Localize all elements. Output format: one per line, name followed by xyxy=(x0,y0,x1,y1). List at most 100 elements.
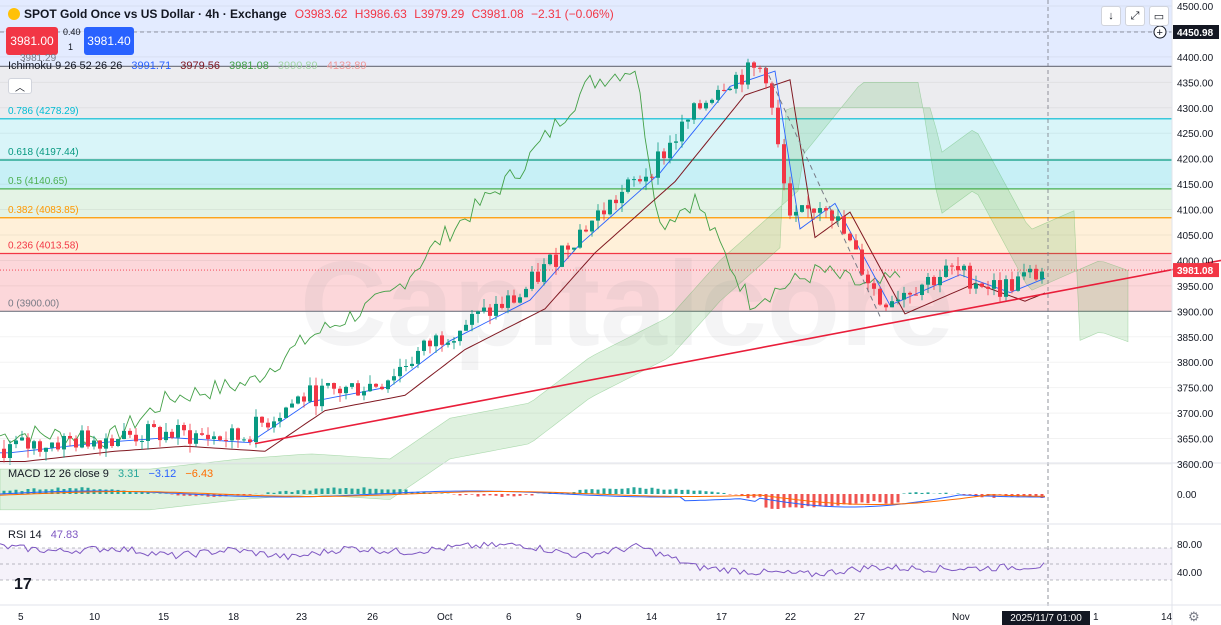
candle-body xyxy=(926,276,930,285)
sell-button[interactable]: 3981.00 xyxy=(6,27,58,55)
macd-bar xyxy=(146,492,150,494)
price-tick-label: 4400.00 xyxy=(1177,53,1214,64)
plus-icon: + xyxy=(1157,27,1163,39)
candle-body xyxy=(638,179,642,182)
candle-body xyxy=(1016,276,1020,291)
symbol-title[interactable]: SPOT Gold Once vs US Dollar · 4h · Excha… xyxy=(24,7,287,21)
candle-body xyxy=(968,265,972,289)
order-quantity[interactable]: 1 xyxy=(68,42,74,52)
macd-bar xyxy=(692,490,696,494)
candle-body xyxy=(836,216,840,221)
macd-bar xyxy=(56,487,60,494)
candle-body xyxy=(812,208,816,213)
candle-body xyxy=(200,433,204,435)
candle-body xyxy=(722,89,726,91)
ichimoku-value-4: 3990.89 xyxy=(277,60,318,72)
ichimoku-legend[interactable]: Ichimoku 9 26 52 26 26 3991.71 3979.56 3… xyxy=(8,60,373,72)
candle-body xyxy=(272,421,276,428)
fib-label-0.618: 0.618 (4197.44) xyxy=(8,147,79,158)
candle-body xyxy=(176,424,180,438)
candle-body xyxy=(656,151,660,178)
candle-body xyxy=(218,436,222,440)
macd-bar xyxy=(494,494,498,496)
current-price-tag xyxy=(1173,263,1219,278)
macd-bar xyxy=(824,494,828,507)
candle-body xyxy=(974,283,978,289)
rsi-axis-label-40: 40.00 xyxy=(1177,568,1202,579)
candle-body xyxy=(818,208,822,213)
price-tick-label: 3950.00 xyxy=(1177,282,1214,293)
macd-bar xyxy=(296,490,300,494)
candle-body xyxy=(602,210,606,215)
candle-body xyxy=(380,386,384,390)
fib-band-0.382 xyxy=(0,217,1172,254)
macd-bar xyxy=(320,488,324,494)
macd-bar xyxy=(338,488,342,494)
chevron-up-icon: ︿ xyxy=(15,82,25,94)
collapse-legend-button[interactable]: ︿ xyxy=(8,78,32,94)
candle-body xyxy=(254,416,258,443)
candle-body xyxy=(950,265,954,267)
maximize-button[interactable]: ▭ xyxy=(1149,6,1169,26)
macd-legend[interactable]: MACD 12 26 close 9 3.31 −3.12 −6.43 xyxy=(8,468,219,480)
fib-band-1 xyxy=(0,66,1172,119)
candle-body xyxy=(860,249,864,275)
macd-bar xyxy=(530,494,534,496)
macd-bar xyxy=(314,488,318,494)
candle-body xyxy=(224,439,228,441)
candle-body xyxy=(350,383,354,387)
macd-bar xyxy=(680,489,684,494)
rsi-axis-label-80: 80.00 xyxy=(1177,540,1202,551)
gold-flag-icon xyxy=(8,8,20,20)
rsi-legend[interactable]: RSI 14 47.83 xyxy=(8,529,84,541)
candle-body xyxy=(38,441,42,452)
candle-body xyxy=(428,340,432,347)
candle-body xyxy=(500,303,504,308)
buy-button[interactable]: 3981.40 xyxy=(84,27,134,55)
macd-bar xyxy=(938,493,942,494)
macd-bar xyxy=(788,494,792,508)
macd-bar xyxy=(344,488,348,494)
candle-body xyxy=(104,438,108,449)
macd-bar xyxy=(194,494,198,497)
macd-bar xyxy=(398,489,402,494)
ichimoku-cloud xyxy=(0,82,1129,511)
ohlc-values: O3983.62 H3986.63 L3979.29 C3981.08 −2.3… xyxy=(291,7,614,21)
macd-bar xyxy=(404,489,408,494)
candle-body xyxy=(728,88,732,91)
candle-body xyxy=(560,245,564,267)
candle-body xyxy=(740,74,744,85)
download-button[interactable]: ↓ xyxy=(1101,6,1121,26)
candle-body xyxy=(92,440,96,447)
macd-bar xyxy=(326,488,330,494)
rsi-value: 47.83 xyxy=(50,529,79,541)
macd-bar xyxy=(728,494,732,495)
candle-body xyxy=(194,433,198,444)
candle-body xyxy=(704,102,708,109)
candle-body xyxy=(794,211,798,216)
macd-bar xyxy=(686,489,690,494)
candle-body xyxy=(44,447,48,452)
candle-body xyxy=(770,83,774,108)
candle-body xyxy=(308,385,312,402)
candle-body xyxy=(206,434,210,440)
candle-body xyxy=(470,313,474,325)
candle-body xyxy=(782,144,786,184)
macd-bar xyxy=(746,494,750,499)
tradingview-logo[interactable]: 17 xyxy=(14,576,32,593)
time-tick-label: 14 xyxy=(646,612,658,623)
price-tick-label: 4350.00 xyxy=(1177,78,1214,89)
macd-bar xyxy=(284,490,288,494)
candle-body xyxy=(764,68,768,84)
fib-label-0: 0 (3900.00) xyxy=(8,298,59,309)
macd-bar xyxy=(704,491,708,494)
candle-body xyxy=(854,240,858,250)
candle-body xyxy=(464,324,468,331)
settings-gear-icon[interactable]: ⚙ xyxy=(1188,609,1200,624)
macd-bar xyxy=(416,491,420,494)
candle-body xyxy=(572,247,576,250)
fullscreen-button[interactable]: ⤢ xyxy=(1125,6,1145,26)
candle-body xyxy=(74,438,78,448)
macd-bar xyxy=(914,492,918,494)
